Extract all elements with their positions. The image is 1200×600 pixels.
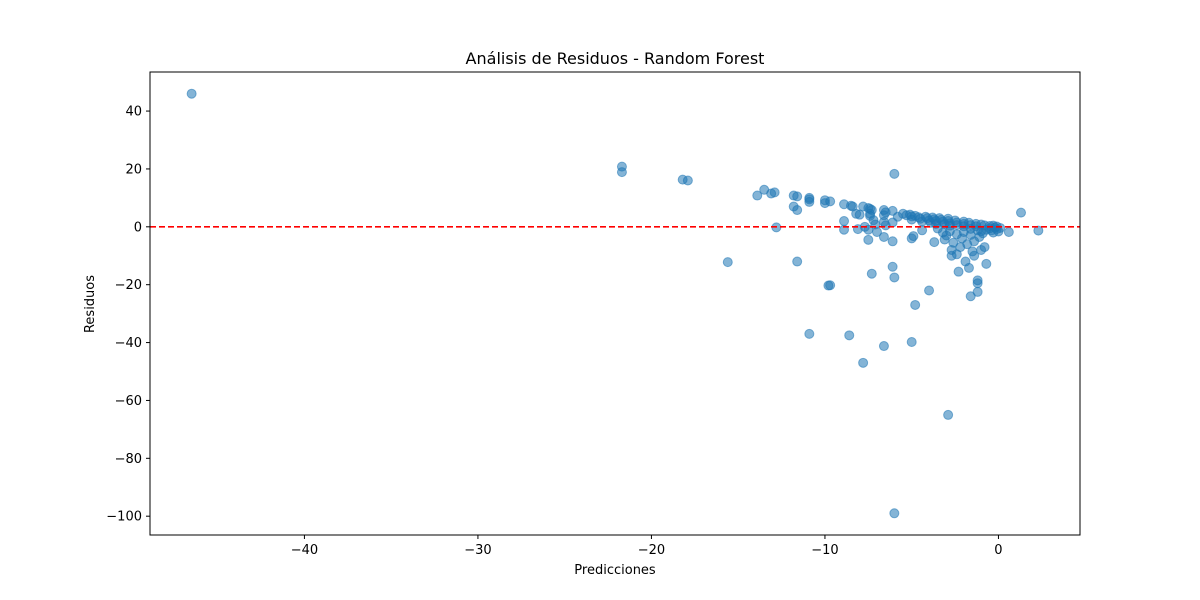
x-tick-label: −30 (464, 543, 491, 558)
plot-frame (149, 71, 1081, 536)
y-tick-label: −20 (115, 278, 142, 293)
y-tick-label: −60 (115, 394, 142, 409)
data-point (1033, 225, 1044, 236)
y-tick-label: 0 (134, 220, 142, 235)
chart-title: Análisis de Residuos - Random Forest (466, 49, 765, 68)
data-point (972, 278, 983, 289)
y-tick-label: 40 (125, 105, 142, 120)
data-point (825, 280, 836, 291)
data-point (858, 357, 869, 368)
data-point (953, 266, 964, 277)
data-point (924, 285, 935, 296)
data-point (979, 242, 990, 253)
data-point (804, 196, 815, 207)
x-tick-label: −40 (291, 543, 318, 558)
y-tick-label: −80 (115, 452, 142, 467)
data-point (969, 250, 980, 261)
data-point (981, 258, 992, 269)
data-point (995, 222, 1006, 233)
data-point (804, 328, 815, 339)
data-point (866, 268, 877, 279)
data-point (792, 205, 803, 216)
data-point (872, 227, 882, 238)
data-point (186, 88, 197, 99)
x-tick-label: 0 (994, 543, 1002, 558)
data-point (825, 196, 836, 207)
data-point (1016, 207, 1027, 218)
data-point (929, 237, 940, 248)
data-point (854, 209, 865, 220)
y-tick-label: 20 (125, 162, 142, 177)
data-point (878, 341, 889, 352)
data-point (972, 286, 983, 297)
data-point (889, 168, 900, 179)
data-point (844, 330, 855, 341)
data-point (769, 187, 780, 198)
data-point (887, 236, 898, 247)
data-point (908, 231, 919, 242)
data-point (917, 225, 928, 236)
data-point (863, 234, 874, 245)
data-point (963, 262, 974, 273)
data-point (906, 336, 917, 347)
data-point (889, 272, 900, 283)
data-point (910, 299, 921, 310)
x-tick-label: −10 (811, 543, 838, 558)
plot-area (150, 88, 1080, 519)
data-point (889, 508, 900, 519)
y-tick-label: −40 (115, 336, 142, 351)
data-point (878, 231, 889, 242)
data-point (1003, 227, 1014, 238)
x-tick-label: −20 (638, 543, 665, 558)
data-point (887, 261, 898, 272)
data-point (792, 256, 803, 267)
data-point (616, 167, 627, 178)
x-axis-label: Predicciones (574, 563, 656, 578)
data-point (752, 190, 763, 201)
data-point (866, 205, 877, 216)
y-tick-label: −100 (106, 510, 142, 525)
data-point (943, 409, 954, 420)
data-point (792, 191, 803, 202)
y-axis-label: Residuos (83, 275, 98, 333)
data-point (722, 257, 733, 268)
data-point (839, 216, 850, 227)
data-point (682, 175, 693, 186)
